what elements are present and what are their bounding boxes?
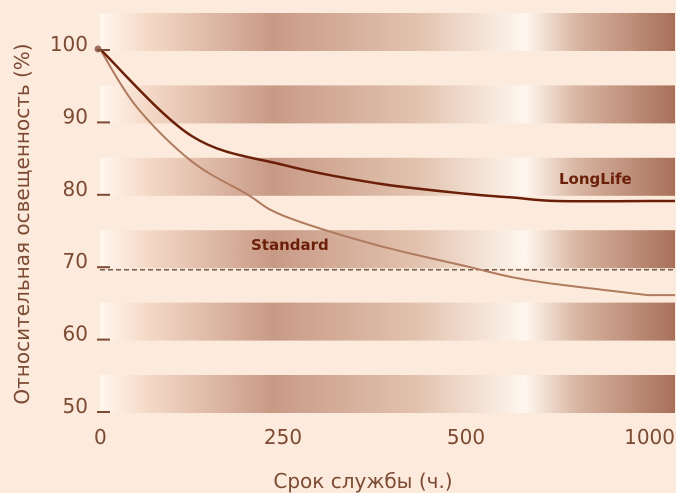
y-tick-label-70: 70 <box>63 249 88 273</box>
y-axis-title: Относительная освещенность (%) <box>10 43 34 404</box>
background-bands <box>100 13 675 413</box>
x-tick-label-0: 0 <box>94 425 107 449</box>
band-90 <box>100 85 675 124</box>
band-50 <box>100 375 675 413</box>
y-tick-labels: 100 90 80 70 60 50 <box>50 32 110 418</box>
band-60 <box>100 302 675 341</box>
y-tick-label-80: 80 <box>63 177 88 201</box>
y-tick-label-50: 50 <box>63 394 88 418</box>
series-label-longlife: LongLife <box>559 170 632 188</box>
series-line-standard <box>99 48 675 297</box>
band-70 <box>100 230 675 269</box>
y-tick-label-60: 60 <box>63 322 88 346</box>
y-tick-label-90: 90 <box>63 104 88 128</box>
x-tick-labels: 0 250 500 1000 <box>94 425 675 449</box>
series-label-standard: Standard <box>251 236 329 254</box>
x-tick-label-1000: 1000 <box>624 425 675 449</box>
x-axis-title: Срок службы (ч.) <box>273 469 452 493</box>
band-100 <box>100 13 675 51</box>
y-tick-label-100: 100 <box>50 32 88 56</box>
x-tick-label-500: 500 <box>447 425 485 449</box>
x-tick-label-250: 250 <box>264 425 302 449</box>
series-line-longlife <box>99 48 675 203</box>
